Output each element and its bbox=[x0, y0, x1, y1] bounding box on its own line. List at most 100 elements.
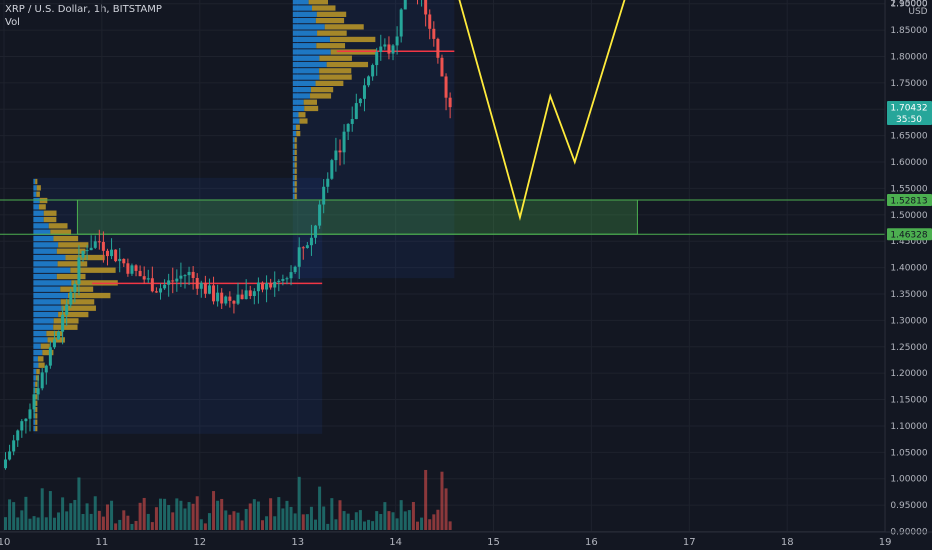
volume-profile-bar bbox=[310, 93, 332, 99]
candle-body bbox=[16, 430, 20, 441]
volume-profile-bar bbox=[35, 419, 38, 425]
volume-profile-bar bbox=[292, 162, 295, 168]
y-tick-label: 1.45000 bbox=[890, 237, 927, 247]
x-tick-label: 13 bbox=[291, 537, 304, 548]
candle-body bbox=[260, 282, 264, 290]
candle-body bbox=[126, 263, 130, 274]
candle-body bbox=[159, 288, 163, 293]
volume-profile-bar bbox=[33, 311, 59, 318]
volume-bar bbox=[309, 506, 313, 530]
candle-body bbox=[387, 44, 391, 54]
volume-bar bbox=[305, 514, 309, 530]
candle-body bbox=[191, 271, 195, 278]
volume-bar bbox=[138, 502, 142, 530]
volume-bar bbox=[24, 496, 28, 530]
candle-body bbox=[338, 150, 342, 153]
volume-profile-bar bbox=[35, 387, 38, 394]
candle-body bbox=[101, 241, 105, 251]
volume-bar bbox=[265, 516, 269, 530]
volume-bar bbox=[126, 515, 130, 530]
volume-bar bbox=[428, 519, 432, 530]
volume-profile-bar bbox=[33, 337, 48, 343]
volume-profile-bar bbox=[33, 292, 69, 299]
volume-profile-bar bbox=[316, 43, 346, 49]
volume-profile-bar bbox=[292, 143, 295, 149]
volume-profile-bar bbox=[33, 330, 47, 337]
volume-bar bbox=[415, 521, 419, 530]
volume-bar bbox=[61, 497, 65, 530]
y-tick-label: 2.15000 bbox=[890, 0, 927, 9]
y-tick-label: 1.60000 bbox=[890, 158, 927, 168]
x-tick-label: 15 bbox=[487, 537, 500, 548]
volume-bar bbox=[159, 498, 163, 530]
volume-profile-bar bbox=[292, 55, 320, 61]
volume-profile-bar bbox=[324, 24, 364, 30]
y-tick-label: 1.30000 bbox=[890, 316, 927, 326]
candle-body bbox=[273, 281, 277, 288]
volume-bar bbox=[326, 523, 330, 530]
volume-profile-bar bbox=[312, 5, 336, 11]
countdown-label: 35:50 bbox=[896, 115, 922, 125]
candle-body bbox=[20, 421, 24, 431]
volume-profile-bar bbox=[294, 193, 297, 199]
volume-profile-bar bbox=[292, 130, 297, 137]
volume-bar bbox=[367, 519, 371, 530]
volume-profile-bar bbox=[292, 80, 316, 87]
volume-bar bbox=[342, 511, 346, 530]
candle-body bbox=[203, 282, 207, 294]
volume-bar bbox=[281, 508, 285, 530]
candle-body bbox=[330, 160, 334, 179]
candle-body bbox=[224, 296, 228, 304]
volume-bar bbox=[36, 517, 40, 530]
volume-profile-bar bbox=[330, 49, 377, 55]
volume-profile-bar bbox=[43, 216, 57, 223]
volume-bar bbox=[118, 519, 122, 530]
volume-bar bbox=[252, 499, 256, 530]
y-tick-label: 1.00000 bbox=[890, 475, 927, 485]
x-tick-label: 14 bbox=[389, 537, 402, 548]
x-tick-label: 12 bbox=[193, 537, 206, 548]
x-tick-label: 10 bbox=[0, 537, 10, 548]
volume-bar bbox=[114, 523, 118, 530]
volume-profile-bar bbox=[33, 419, 36, 425]
candle-body bbox=[350, 119, 354, 124]
candle-body bbox=[134, 265, 138, 271]
candle-body bbox=[289, 272, 293, 279]
volume-bar bbox=[195, 496, 199, 530]
volume-profile-bar bbox=[304, 105, 319, 112]
volume-profile-bar bbox=[33, 254, 66, 261]
volume-profile-bar bbox=[329, 36, 376, 43]
volume-profile-bar bbox=[292, 36, 330, 43]
volume-profile-bar bbox=[35, 394, 38, 400]
volume-profile-bar bbox=[40, 343, 50, 349]
x-tick-label: 19 bbox=[879, 537, 892, 548]
volume-profile-bar bbox=[33, 375, 36, 381]
candle-body bbox=[346, 123, 350, 132]
volume-profile-bar bbox=[292, 11, 317, 17]
volume-profile-bar bbox=[33, 248, 57, 254]
volume-bar bbox=[97, 510, 101, 530]
candle-body bbox=[207, 285, 211, 294]
candle-body bbox=[354, 103, 358, 120]
volume-bar bbox=[224, 510, 228, 530]
volume-bar bbox=[277, 497, 281, 530]
volume-bar bbox=[289, 506, 293, 530]
y-tick-label: 1.80000 bbox=[890, 52, 927, 62]
volume-profile-bar bbox=[56, 273, 86, 280]
volume-profile-bar bbox=[33, 286, 61, 292]
volume-profile-bar bbox=[294, 168, 297, 174]
candle-body bbox=[244, 290, 248, 300]
volume-profile-bar bbox=[35, 406, 38, 413]
candle-body bbox=[110, 249, 114, 257]
volume-bar bbox=[216, 500, 220, 530]
y-tick-label: 1.15000 bbox=[890, 396, 927, 406]
volume-bar bbox=[387, 511, 391, 530]
candle-body bbox=[142, 276, 146, 280]
volume-bar bbox=[134, 520, 138, 530]
candle-body bbox=[326, 178, 330, 187]
volume-bar bbox=[187, 502, 191, 530]
volume-profile-bar bbox=[35, 375, 40, 381]
volume-profile-bar bbox=[315, 80, 344, 87]
candle-body bbox=[285, 278, 289, 280]
